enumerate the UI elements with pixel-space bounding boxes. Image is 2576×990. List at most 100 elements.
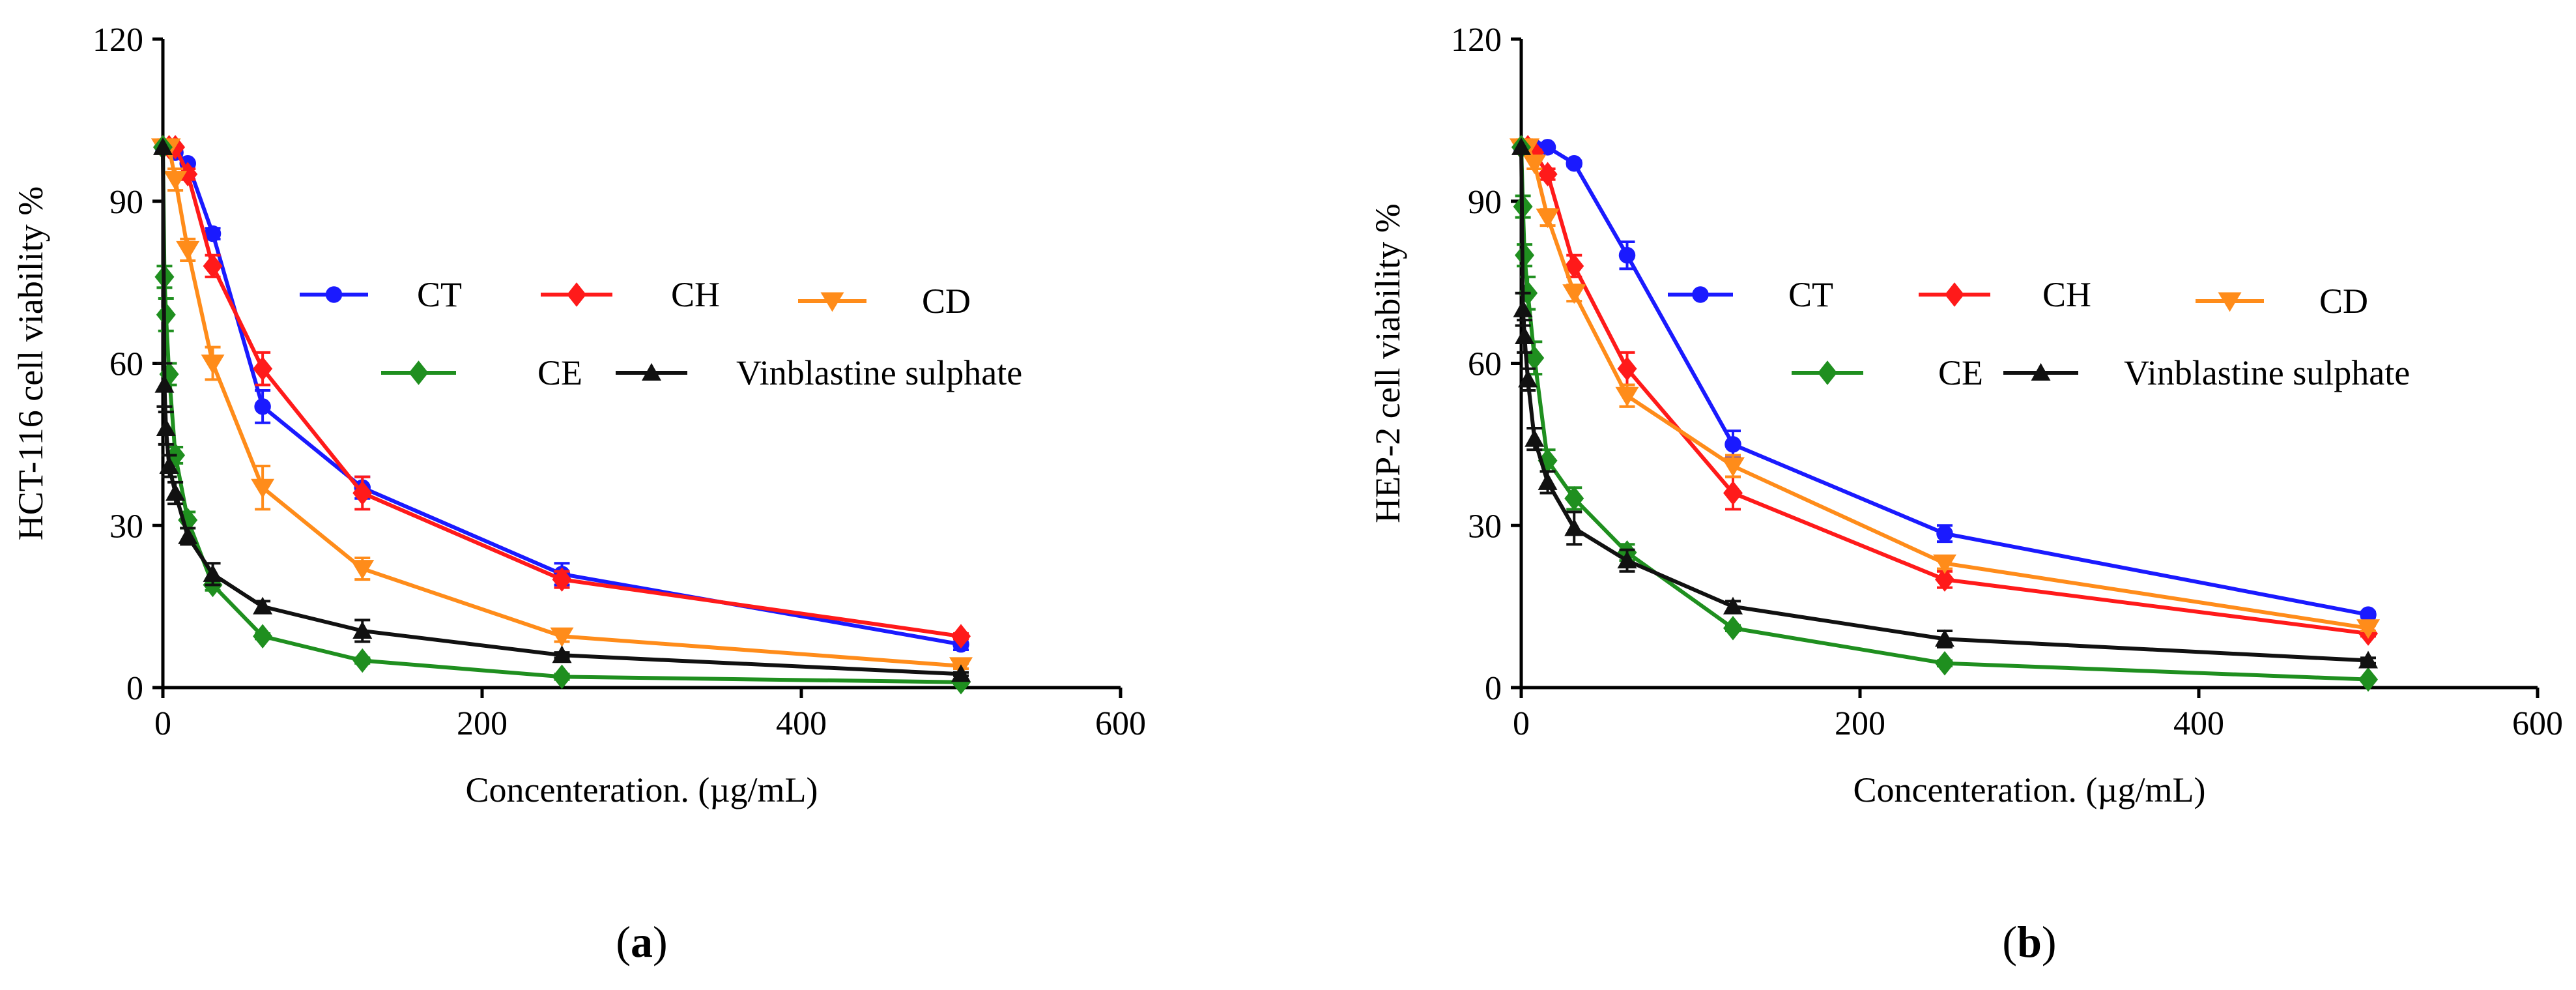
data-point bbox=[1935, 629, 1954, 647]
data-point bbox=[2360, 606, 2377, 623]
data-point bbox=[156, 418, 176, 436]
x-axis-label: Concenteration. (µg/mL) bbox=[1853, 770, 2206, 809]
data-point bbox=[165, 483, 186, 501]
data-point bbox=[203, 564, 223, 582]
data-point bbox=[1723, 480, 1743, 506]
legend-label: CH bbox=[2042, 275, 2091, 314]
panel-label: (a) bbox=[616, 917, 667, 967]
data-point bbox=[1564, 518, 1584, 536]
data-point bbox=[201, 355, 225, 374]
data-point bbox=[178, 162, 198, 187]
y-tick-label: 120 bbox=[93, 22, 143, 59]
data-point bbox=[352, 648, 373, 673]
data-point bbox=[951, 664, 971, 682]
x-tick-label: 400 bbox=[2173, 705, 2224, 742]
data-point bbox=[153, 137, 173, 155]
data-point bbox=[253, 624, 273, 648]
data-point bbox=[1615, 386, 1639, 407]
data-point bbox=[254, 398, 271, 415]
y-tick-label: 90 bbox=[109, 184, 143, 221]
data-point bbox=[156, 302, 176, 327]
data-point bbox=[1511, 137, 1531, 155]
data-point bbox=[1724, 436, 1741, 453]
y-tick-label: 90 bbox=[1468, 184, 1502, 221]
legend-marker bbox=[1692, 286, 1709, 303]
data-point bbox=[203, 254, 223, 278]
chart-panel-a: 0 30 60 90 120 0 200 400 600 HCT-116 cell viabili… bbox=[11, 22, 1146, 967]
series-line bbox=[161, 147, 962, 677]
data-point bbox=[251, 478, 275, 499]
legend-entry-ct: CT bbox=[1668, 275, 1833, 314]
data-point bbox=[352, 620, 373, 639]
x-tick-label: 0 bbox=[154, 705, 171, 742]
legend-entry-cd: CD bbox=[798, 282, 971, 321]
data-point bbox=[2356, 619, 2380, 639]
x-axis-label: Concenteration. (µg/mL) bbox=[466, 770, 818, 809]
data-point bbox=[1564, 254, 1584, 278]
legend-label: Vinblastine sulphate bbox=[736, 353, 1022, 392]
x-tick-label: 600 bbox=[2512, 705, 2563, 742]
data-point bbox=[253, 596, 273, 615]
data-point bbox=[1935, 567, 1954, 592]
legend-entry-ch: CH bbox=[1919, 275, 2091, 314]
data-point bbox=[1618, 246, 1636, 264]
legend-marker bbox=[1945, 282, 1964, 307]
legend-label: CD bbox=[2319, 282, 2368, 321]
legend-label: Vinblastine sulphate bbox=[2124, 353, 2410, 392]
y-tick-label: 30 bbox=[109, 508, 143, 545]
legend-marker bbox=[642, 363, 661, 381]
data-point bbox=[204, 225, 222, 242]
data-point bbox=[159, 456, 179, 474]
data-point bbox=[1538, 162, 1558, 187]
data-point bbox=[253, 357, 273, 381]
y-tick-label: 120 bbox=[1451, 22, 1502, 59]
y-axis-label: HEP-2 cell viability % bbox=[1368, 203, 1407, 523]
legend-entry-ce: CE bbox=[1792, 353, 1983, 392]
data-point bbox=[1617, 551, 1637, 569]
legend-entry-cd: CD bbox=[2196, 282, 2368, 321]
series-vinblastine-sulphate bbox=[153, 137, 971, 682]
x-tick-label: 200 bbox=[457, 705, 508, 742]
series-line bbox=[161, 147, 962, 684]
series-line bbox=[1519, 147, 2369, 682]
data-point bbox=[154, 375, 175, 393]
legend-label: CH bbox=[671, 275, 720, 314]
data-point bbox=[1617, 357, 1637, 381]
series-vinblastine-sulphate bbox=[1511, 137, 2378, 669]
legend-marker bbox=[1818, 360, 1837, 385]
data-point bbox=[1515, 242, 1535, 268]
legend-label: CT bbox=[1788, 275, 1833, 314]
data-point bbox=[1936, 525, 1953, 542]
legend-marker bbox=[820, 292, 844, 312]
legend-marker bbox=[408, 360, 429, 385]
data-point bbox=[178, 526, 198, 544]
legend-marker bbox=[325, 286, 343, 303]
legend-marker bbox=[2031, 363, 2051, 381]
data-point bbox=[1935, 650, 1954, 676]
data-point bbox=[1513, 299, 1533, 317]
chart-panel-b: 0 30 60 90 120 0 200 400 600 HEP-2 cell viability… bbox=[1368, 22, 2563, 967]
y-tick-label: 0 bbox=[126, 670, 143, 707]
legend-label: CE bbox=[1938, 353, 1983, 392]
legend-entry-vinblastine-sulphate: Vinblastine sulphate bbox=[2003, 353, 2410, 392]
data-point bbox=[552, 664, 572, 690]
legend-label: CD bbox=[922, 282, 971, 321]
data-point bbox=[1538, 472, 1558, 490]
legend-entry-ch: CH bbox=[541, 275, 720, 314]
data-point bbox=[1723, 616, 1743, 641]
x-tick-label: 0 bbox=[1513, 705, 1530, 742]
y-axis-label: HCT-116 cell viability % bbox=[11, 186, 50, 540]
data-point bbox=[1539, 139, 1556, 156]
data-point bbox=[1562, 284, 1586, 304]
legend-entry-ct: CT bbox=[300, 275, 462, 314]
data-point bbox=[1523, 154, 1547, 175]
data-point bbox=[1524, 429, 1545, 447]
data-point bbox=[2358, 650, 2378, 669]
y-tick-label: 60 bbox=[109, 346, 143, 383]
data-point bbox=[176, 240, 200, 261]
x-tick-label: 400 bbox=[776, 705, 827, 742]
y-tick-label: 0 bbox=[1485, 670, 1502, 707]
data-point bbox=[550, 627, 574, 647]
data-point bbox=[1566, 154, 1582, 172]
